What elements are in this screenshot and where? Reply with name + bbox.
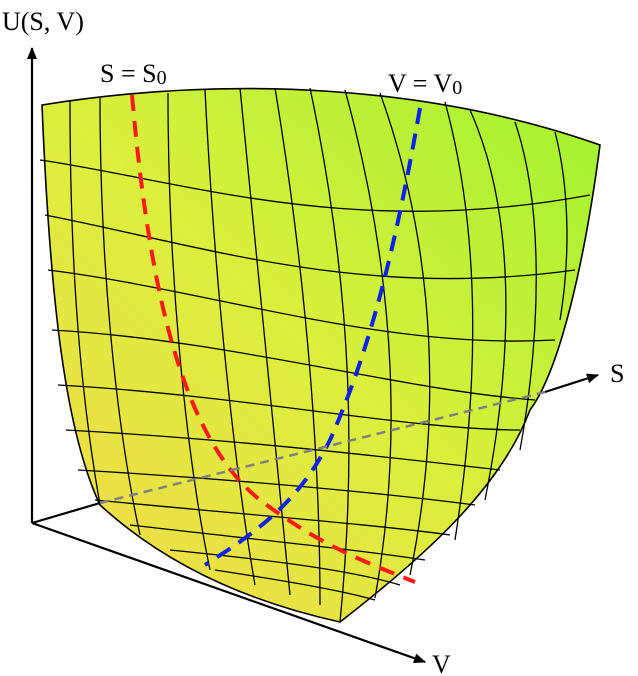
s-constant-label: S = S0: [100, 59, 167, 89]
v-constant-label-subscript: 0: [452, 77, 462, 99]
s-axis: [31, 501, 101, 525]
s-axis-label: S: [610, 359, 624, 388]
s-axis-visible-segment: [544, 373, 599, 394]
s-axis-hidden-segment: [99, 390, 546, 505]
v-constant-curve: [203, 107, 422, 567]
surface-mesh-v-lines: [39, 159, 591, 601]
u-axis-label: U(S, V): [2, 7, 84, 36]
v-constant-label-main: V = V: [388, 69, 453, 98]
v-axis: [31, 521, 426, 664]
s-constant-label-main: S = S: [100, 59, 157, 88]
v-constant-label: V = V0: [388, 69, 462, 99]
surface-mesh-s-lines: [69, 87, 568, 623]
s-constant-label-subscript: 0: [157, 67, 167, 89]
v-axis-label: V: [432, 650, 451, 676]
